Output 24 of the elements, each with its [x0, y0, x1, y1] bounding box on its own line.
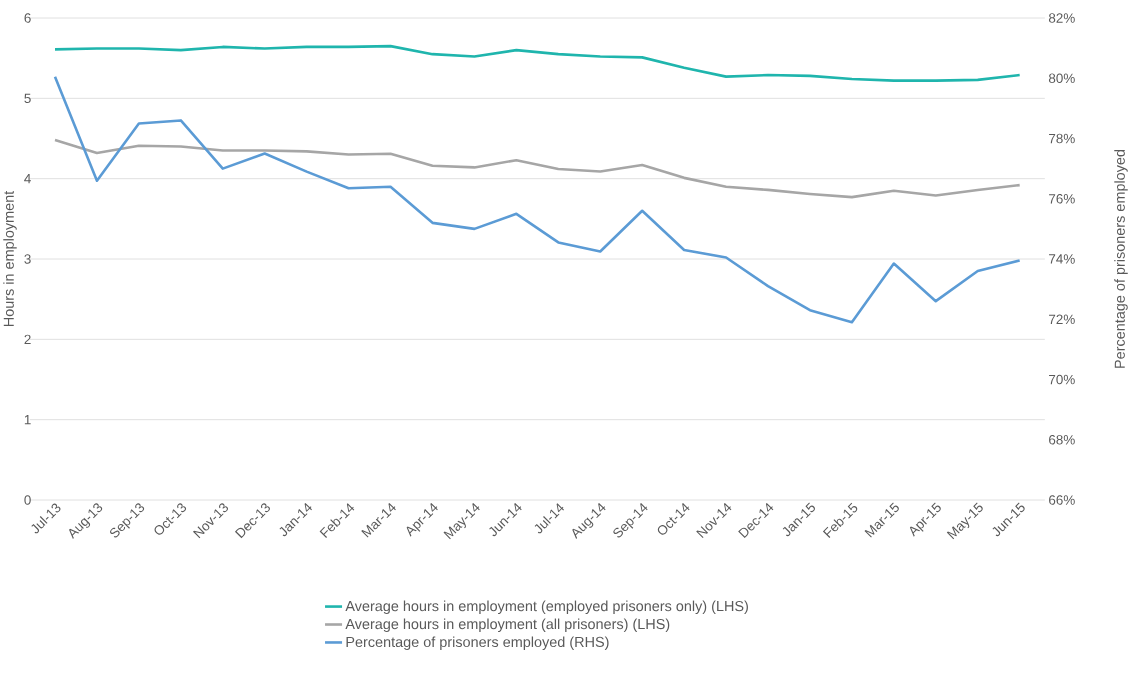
line-series [53, 138, 1021, 199]
y-tick-label: 4 [24, 174, 31, 184]
y-tick-label: 1 [24, 415, 31, 425]
y2-tick-label: 72% [1049, 314, 1075, 324]
y2-tick-label: 68% [1049, 434, 1075, 445]
legend-label: Percentage of prisoners employed (RHS) [346, 636, 609, 650]
y2-tick-label: 66% [1049, 495, 1075, 505]
line-series [53, 44, 1021, 82]
y-tick-label: 5 [24, 93, 31, 104]
y2-tick-label: 82% [1048, 13, 1075, 23]
y2-tick-label: 80% [1048, 73, 1075, 83]
y2-tick-label: 78% [1049, 133, 1075, 144]
legend-label: Average hours in employment (all prisoners) (LHS) [345, 618, 670, 632]
y-tick-label: 6 [24, 13, 31, 23]
y2-axis-title: Percentage of prisoners employed [1114, 149, 1128, 368]
legend-label: Average hours in employment (employed prisoners only) (LHS) [345, 600, 748, 615]
line-series [53, 75, 1021, 324]
y-tick-label: 3 [24, 254, 31, 264]
y-axis-title: Hours in employment [3, 190, 17, 327]
y2-tick-label: 74% [1049, 254, 1075, 264]
y-tick-label: 2 [24, 334, 31, 345]
y2-tick-label: 70% [1049, 374, 1075, 385]
y-tick-label: 0 [24, 495, 31, 505]
y2-tick-label: 76% [1049, 193, 1075, 204]
